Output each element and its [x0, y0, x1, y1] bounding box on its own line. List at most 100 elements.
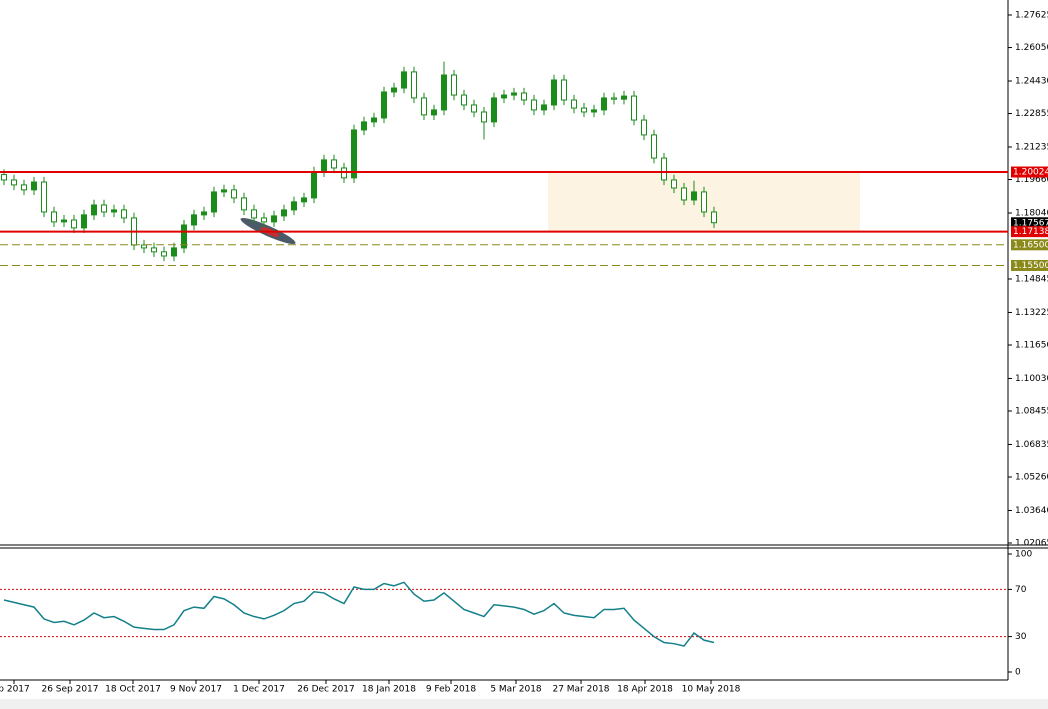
y-tick-label: 1.10030	[1015, 374, 1048, 384]
candle-body	[391, 87, 397, 93]
current-price-tag	[1011, 217, 1048, 229]
candle-body	[211, 191, 217, 213]
candle-body	[511, 92, 517, 96]
x-tick-label: 1 Dec 2017	[233, 685, 285, 695]
y-tick-label: 1.24430	[1015, 77, 1048, 87]
y-tick-label: 1.14845	[1015, 275, 1048, 285]
candle-body	[281, 209, 287, 217]
candle-body	[521, 92, 527, 101]
candle-body	[711, 211, 717, 224]
candle-body	[41, 181, 47, 213]
candle-body	[181, 224, 187, 249]
x-tick-label: 9 Nov 2017	[170, 685, 222, 695]
candle-body	[411, 71, 417, 99]
y-tick-label: 100	[1015, 550, 1032, 560]
current-price-label: 1.17567	[1013, 218, 1048, 228]
x-tick-label: 5 Mar 2018	[490, 685, 542, 695]
price-line-label: 1.16500	[1013, 240, 1048, 250]
candle-body	[451, 74, 457, 96]
x-tick-label: 10 May 2018	[682, 685, 741, 695]
price-line-label: 1.20024	[1013, 168, 1048, 178]
y-tick-label: 1.21235	[1015, 143, 1048, 153]
candle-body	[431, 109, 437, 116]
candle-body	[461, 94, 467, 106]
candle-body	[501, 94, 507, 99]
candle-body	[21, 184, 27, 191]
candle-body	[691, 191, 697, 201]
x-tick-label: 27 Mar 2018	[552, 685, 609, 695]
candle-body	[191, 214, 197, 226]
y-tick-label: 1.22855	[1015, 109, 1048, 119]
y-tick-label: 30	[1015, 632, 1027, 642]
candle-body	[441, 74, 447, 111]
y-tick-label: 1.13225	[1015, 308, 1048, 318]
candle-body	[381, 91, 387, 119]
candle-body	[261, 217, 267, 223]
candle-body	[1, 174, 7, 181]
candle-body	[321, 159, 327, 173]
candle-body	[161, 251, 167, 257]
candle-body	[121, 209, 127, 219]
y-tick-label: 1.11650	[1015, 341, 1048, 351]
candle-body	[331, 159, 337, 169]
price-line-tag	[1011, 259, 1048, 271]
y-tick-label: 1.26050	[1015, 43, 1048, 53]
candle-body	[471, 104, 477, 113]
price-line-label: 1.15500	[1013, 261, 1048, 271]
x-tick-label: 26 Dec 2017	[297, 685, 355, 695]
candle-body	[621, 95, 627, 100]
x-tick-label: 18 Oct 2017	[105, 685, 161, 695]
candle-body	[561, 79, 567, 101]
candle-body	[641, 119, 647, 136]
price-line-tag	[1011, 226, 1048, 238]
candle-body	[91, 204, 97, 216]
y-tick-label: 1.08455	[1015, 407, 1048, 417]
candle-body	[61, 219, 67, 223]
candle-body	[291, 201, 297, 211]
y-tick-label: 0	[1015, 668, 1021, 678]
x-tick-label: 9 Feb 2018	[426, 685, 477, 695]
candle-body	[591, 109, 597, 113]
y-tick-label: 1.02065	[1015, 539, 1048, 549]
x-tick-label: 26 Sep 2017	[41, 685, 98, 695]
y-tick-label: 1.03640	[1015, 506, 1048, 516]
x-tick-label: 18 Jan 2018	[362, 685, 416, 695]
price-line-label: 1.17138	[1013, 227, 1048, 237]
candle-body	[171, 247, 177, 257]
status-strip	[0, 699, 1048, 709]
candle-body	[401, 71, 407, 89]
candle-body	[681, 187, 687, 201]
candle-body	[491, 97, 497, 123]
y-tick-label: 1.27625	[1015, 11, 1048, 21]
candle-body	[221, 189, 227, 193]
candle-body	[531, 99, 537, 111]
candle-body	[651, 134, 657, 159]
candle-body	[601, 97, 607, 111]
candle-body	[241, 197, 247, 211]
y-tick-label: 1.19660	[1015, 175, 1048, 185]
candle-body	[371, 117, 377, 123]
candle-body	[251, 209, 257, 219]
candle-body	[421, 97, 427, 116]
candle-body	[571, 99, 577, 109]
candle-body	[301, 197, 307, 203]
candle-body	[701, 191, 707, 213]
y-tick-label: 70	[1015, 585, 1027, 595]
x-tick-label: p 2017	[0, 685, 30, 695]
candle-body	[661, 157, 667, 181]
candle-body	[671, 179, 677, 189]
candle-body	[71, 219, 77, 229]
candle-body	[101, 204, 107, 213]
rsi-line	[3, 581, 715, 647]
candle-body	[351, 129, 357, 179]
x-tick-label: 18 Apr 2018	[617, 685, 673, 695]
y-tick-label: 1.18040	[1015, 209, 1048, 219]
candle-body	[11, 179, 17, 186]
candle-body	[271, 215, 277, 223]
candle-body	[611, 97, 617, 100]
candle-body	[481, 111, 487, 123]
candle-body	[81, 214, 87, 229]
price-line-tag	[1011, 166, 1048, 178]
